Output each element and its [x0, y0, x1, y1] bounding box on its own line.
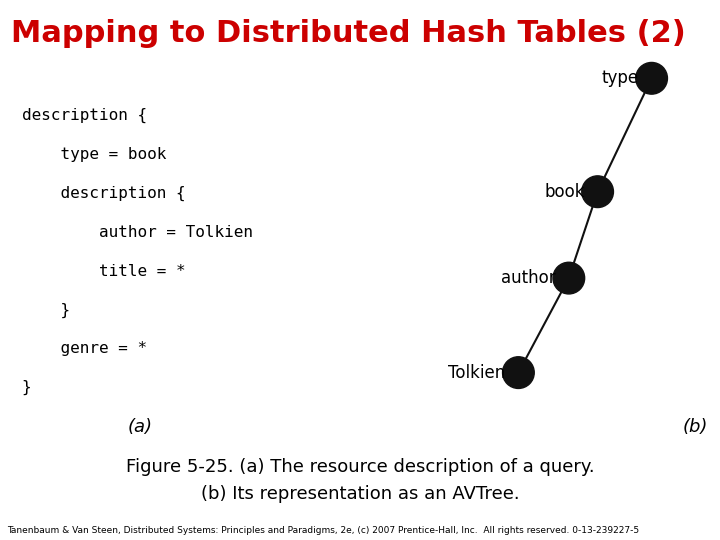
- Text: book: book: [544, 183, 585, 201]
- Text: (a): (a): [128, 417, 153, 436]
- Text: author = Tolkien: author = Tolkien: [22, 225, 253, 240]
- Text: }: }: [22, 302, 70, 318]
- Ellipse shape: [503, 357, 534, 388]
- Ellipse shape: [636, 63, 667, 94]
- Text: description {: description {: [22, 186, 185, 201]
- Text: description {: description {: [22, 108, 147, 123]
- Text: type: type: [601, 69, 639, 87]
- Ellipse shape: [582, 176, 613, 207]
- Text: type = book: type = book: [22, 147, 166, 162]
- Text: Tanenbaum & Van Steen, Distributed Systems: Principles and Paradigms, 2e, (c) 20: Tanenbaum & Van Steen, Distributed Syste…: [7, 525, 639, 535]
- Text: Figure 5-25. (a) The resource description of a query.: Figure 5-25. (a) The resource descriptio…: [126, 458, 594, 476]
- Text: (b): (b): [682, 417, 708, 436]
- Text: genre = *: genre = *: [22, 341, 147, 356]
- Text: Mapping to Distributed Hash Tables (2): Mapping to Distributed Hash Tables (2): [11, 19, 685, 48]
- Text: (b) Its representation as an AVTree.: (b) Its representation as an AVTree.: [201, 485, 519, 503]
- Text: }: }: [22, 380, 31, 395]
- Text: author: author: [501, 269, 556, 287]
- Text: Tolkien: Tolkien: [448, 363, 505, 382]
- Ellipse shape: [553, 262, 585, 294]
- Text: title = *: title = *: [22, 264, 185, 279]
